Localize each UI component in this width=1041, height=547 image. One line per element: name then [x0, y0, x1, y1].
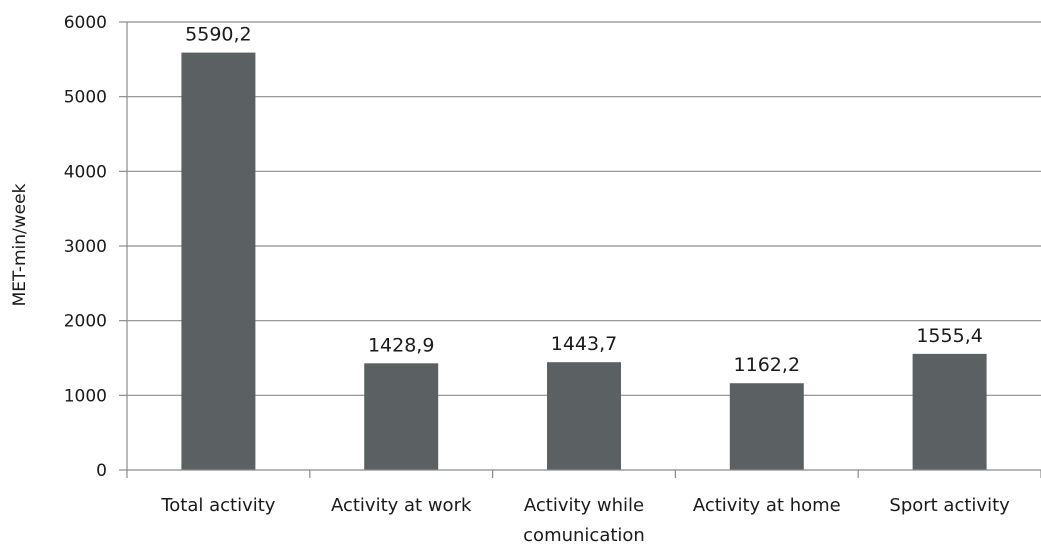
data-label: 1428,9: [368, 334, 434, 356]
gridlines: [127, 21, 1041, 396]
y-tick-label: 2000: [64, 312, 107, 332]
bar: [547, 362, 621, 470]
x-category-label: Activity at work: [331, 495, 472, 516]
x-category-label: Activity at home: [693, 495, 841, 516]
y-tick-label: 0: [96, 461, 107, 481]
y-tick-label: 6000: [64, 13, 107, 33]
bar: [912, 353, 987, 470]
x-category-label: Sport activity: [889, 495, 1010, 516]
y-axis-title: MET-min/week: [10, 183, 30, 306]
x-category-label: Total activity: [160, 495, 275, 516]
bar: [729, 383, 804, 470]
data-label: 1555,4: [916, 325, 982, 347]
y-tick-label: 3000: [64, 237, 107, 257]
axes: [119, 21, 1041, 478]
data-label: 5590,2: [185, 24, 251, 46]
x-category-label: Activity while: [524, 495, 644, 516]
data-label: 1443,7: [551, 333, 617, 355]
y-tick-label: 5000: [64, 88, 107, 108]
labels: 0 1000 2000 3000 4000 5000 6000 5590,2 Total act…: [64, 13, 1010, 546]
x-category-label: comunication: [523, 525, 645, 546]
y-tick-label: 1000: [64, 386, 107, 406]
bar: [181, 52, 256, 471]
bar: [364, 363, 439, 470]
y-tick-label: 4000: [64, 162, 107, 182]
data-label: 1162,2: [734, 354, 800, 376]
bars: [181, 52, 987, 471]
